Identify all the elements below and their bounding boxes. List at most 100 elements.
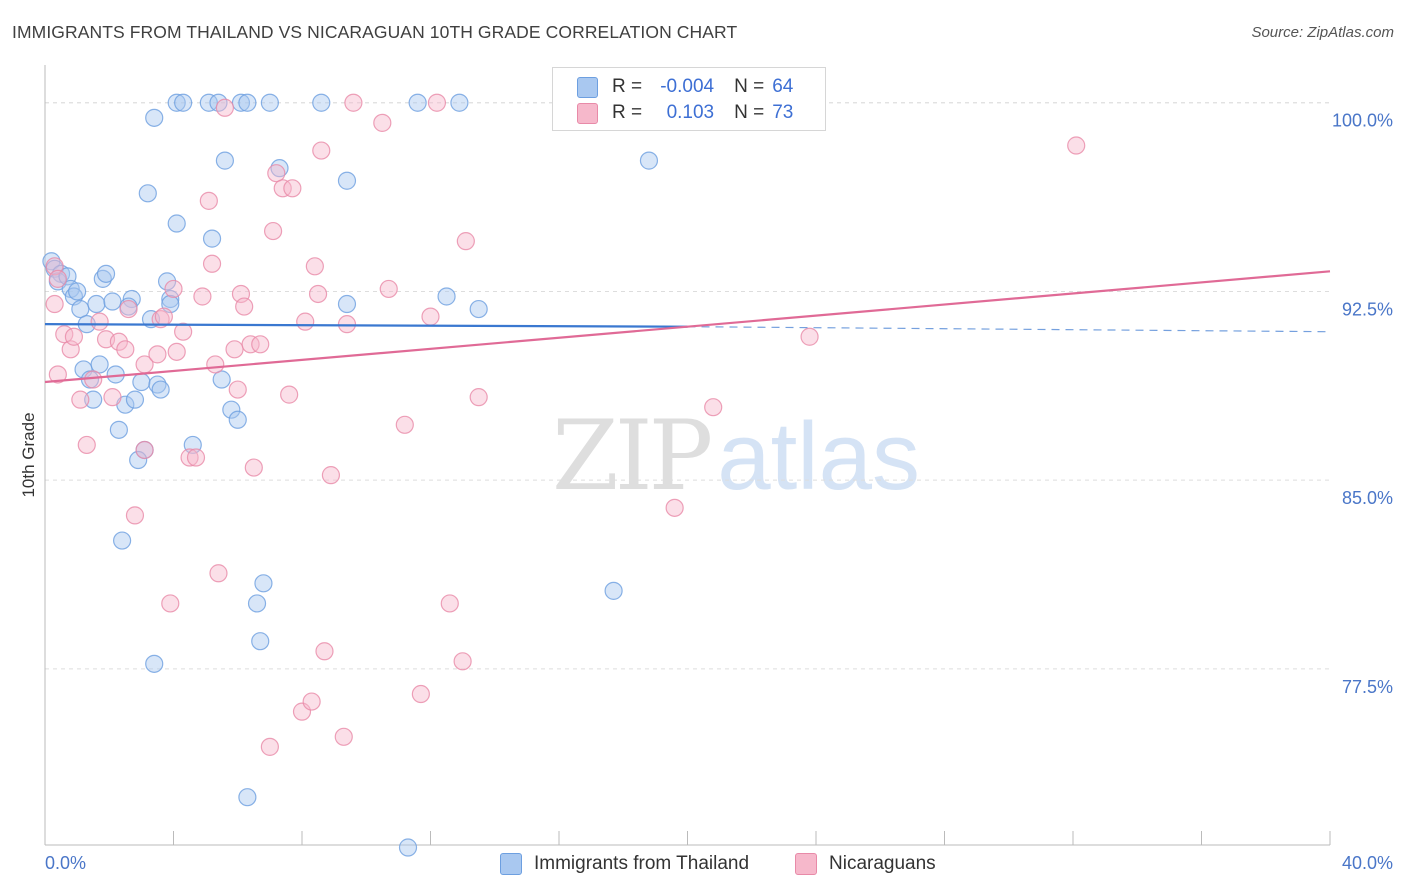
legend-swatch-nicaraguans (577, 102, 598, 124)
nicaraguan-point (283, 179, 302, 198)
nicaraguan-point (440, 594, 459, 613)
nicaraguan-point (305, 257, 324, 276)
nicaraguan-point (280, 385, 299, 404)
nicaraguan-point (90, 312, 109, 331)
nicaraguan-point (103, 388, 122, 407)
nicaraguan-point (180, 448, 199, 467)
nicaraguan-point (267, 164, 286, 183)
thailand-point (254, 574, 273, 593)
nicaraguan-point (125, 506, 145, 525)
nicaraguan-point (45, 294, 64, 314)
nicaraguan-point (48, 365, 67, 384)
nicaraguan-point (174, 322, 193, 341)
thailand-point (212, 370, 231, 389)
nicaraguan-point (704, 398, 723, 417)
source-attribution: Source: ZipAtlas.com (1251, 24, 1394, 41)
nicaraguan-point (337, 315, 357, 334)
nicaraguan-point (427, 93, 447, 112)
nicaraguan-point (167, 342, 186, 361)
y-axis-label: 10th Grade (19, 412, 38, 497)
thailand-point (125, 390, 145, 409)
nicaraguan-point (395, 415, 414, 434)
nicaraguan-point (135, 440, 154, 460)
thailand-point (138, 184, 157, 203)
series-legend-thailand[interactable]: Immigrants from Thailand (500, 853, 749, 875)
legend-r-label: R = (612, 76, 643, 97)
nicaraguan-point (151, 310, 170, 329)
nicaraguan-point (665, 498, 684, 517)
series-name-thailand: Immigrants from Thailand (534, 853, 750, 874)
series-legend-nicaraguans[interactable]: Nicaraguans (795, 853, 936, 875)
thailand-point (251, 632, 270, 651)
thailand-point (161, 289, 180, 309)
thailand-point (260, 93, 279, 112)
trend-lines (44, 270, 1331, 384)
thailand-point (145, 108, 164, 127)
chart-title: IMMIGRANTS FROM THAILAND VS NICARAGUAN 1… (12, 22, 738, 42)
nicaraguan-point (164, 279, 183, 299)
thailand-point (270, 159, 289, 178)
nicaraguan-point (119, 299, 138, 319)
nicaraguan-point (469, 388, 488, 407)
thailand-trend-extension (687, 326, 1331, 333)
thailand-point (109, 420, 128, 439)
thailand-point (112, 531, 132, 550)
thailand-point (398, 838, 418, 857)
x-tick-label: 0.0% (45, 853, 86, 873)
y-tick-label: 100.0% (1332, 111, 1393, 131)
nicaraguan-point (251, 335, 270, 354)
series-name-nicaraguans: Nicaraguans (829, 853, 936, 874)
legend-row-nicaraguans: R = 0.103 N = 73 (577, 100, 793, 126)
legend-r-value: 0.103 (666, 102, 715, 123)
y-tick-label: 77.5% (1342, 677, 1393, 697)
thailand-point (129, 450, 148, 470)
legend-r-label: R = (612, 102, 643, 123)
thailand-point (132, 372, 151, 392)
thailand-point (604, 581, 623, 600)
thailand-point (247, 594, 267, 613)
thailand-point (151, 380, 170, 399)
thailand-point (450, 93, 469, 112)
thailand-point (84, 390, 103, 409)
nicaraguan-point (215, 98, 234, 117)
nicaraguan-point (315, 642, 334, 661)
nicaraguan-point (209, 564, 228, 583)
nicaraguan-point (109, 332, 128, 351)
thailand-point (437, 287, 456, 306)
nicaraguan-point (273, 179, 292, 198)
thailand-point (337, 294, 357, 314)
nicaraguan-point (154, 307, 173, 326)
nicaraguan-point (302, 692, 321, 711)
thailand-point (87, 294, 106, 314)
legend-n-value: 64 (772, 76, 794, 97)
nicaraguan-point (48, 269, 67, 288)
nicaraguan-point (241, 335, 260, 354)
axes (44, 65, 1331, 846)
nicaraguan-point (379, 279, 398, 299)
thailand-point (215, 151, 234, 170)
nicaraguan-point (411, 684, 430, 704)
nicaraguan-point (148, 345, 167, 364)
nicaraguan-trend-line (44, 270, 1331, 384)
thailand-point (469, 299, 488, 319)
thailand-point (174, 93, 193, 112)
nicaraguan-point (1067, 136, 1086, 155)
axis-labels: 100.0% 92.5% 85.0% 77.5% 0.0% 40.0% 10th Grade (19, 111, 1393, 873)
thailand-point (93, 269, 112, 288)
thailand-point (238, 93, 257, 112)
nicaraguan-point (453, 652, 472, 671)
thailand-point (68, 282, 87, 301)
nicaraguan-point (244, 458, 263, 477)
thailand-point (228, 410, 247, 429)
thailand-point (157, 272, 177, 291)
nicaraguan-point (334, 727, 353, 746)
x-tick-label: 40.0% (1342, 853, 1393, 873)
nicaraguan-point (421, 307, 440, 326)
thailand-point (337, 171, 357, 190)
nicaraguan-point (71, 390, 90, 409)
nicaraguan-point (225, 340, 244, 359)
nicaraguan-point (199, 191, 218, 210)
nicaraguan-point (77, 435, 96, 455)
thailand-point (312, 93, 331, 112)
